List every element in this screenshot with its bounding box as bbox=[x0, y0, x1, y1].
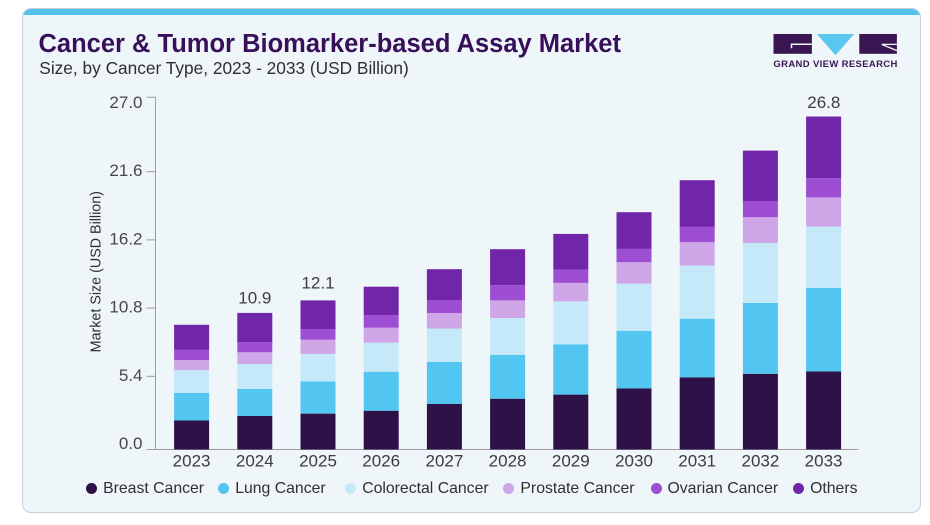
svg-text:5.4: 5.4 bbox=[119, 366, 143, 385]
svg-text:2033: 2033 bbox=[805, 452, 843, 471]
svg-text:10.9: 10.9 bbox=[238, 288, 271, 307]
svg-text:2027: 2027 bbox=[425, 452, 463, 471]
svg-text:GRAND VIEW RESEARCH: GRAND VIEW RESEARCH bbox=[773, 59, 897, 70]
svg-text:12.1: 12.1 bbox=[301, 273, 334, 292]
svg-text:10.8: 10.8 bbox=[109, 298, 142, 317]
svg-text:27.0: 27.0 bbox=[109, 93, 142, 112]
svg-text:2025: 2025 bbox=[299, 452, 337, 471]
svg-text:2029: 2029 bbox=[552, 452, 590, 471]
svg-text:2032: 2032 bbox=[741, 452, 779, 471]
svg-text:Market Size (USD Billion): Market Size (USD Billion) bbox=[89, 191, 105, 352]
svg-text:2026: 2026 bbox=[362, 452, 400, 471]
svg-text:2030: 2030 bbox=[615, 452, 653, 471]
svg-text:16.2: 16.2 bbox=[109, 229, 142, 248]
svg-text:21.6: 21.6 bbox=[109, 161, 142, 180]
svg-text:2028: 2028 bbox=[489, 452, 527, 471]
svg-text:2031: 2031 bbox=[678, 452, 716, 471]
svg-text:26.8: 26.8 bbox=[807, 93, 840, 112]
svg-text:2024: 2024 bbox=[236, 452, 274, 471]
svg-text:0.0: 0.0 bbox=[119, 434, 143, 453]
svg-text:2023: 2023 bbox=[173, 452, 211, 471]
